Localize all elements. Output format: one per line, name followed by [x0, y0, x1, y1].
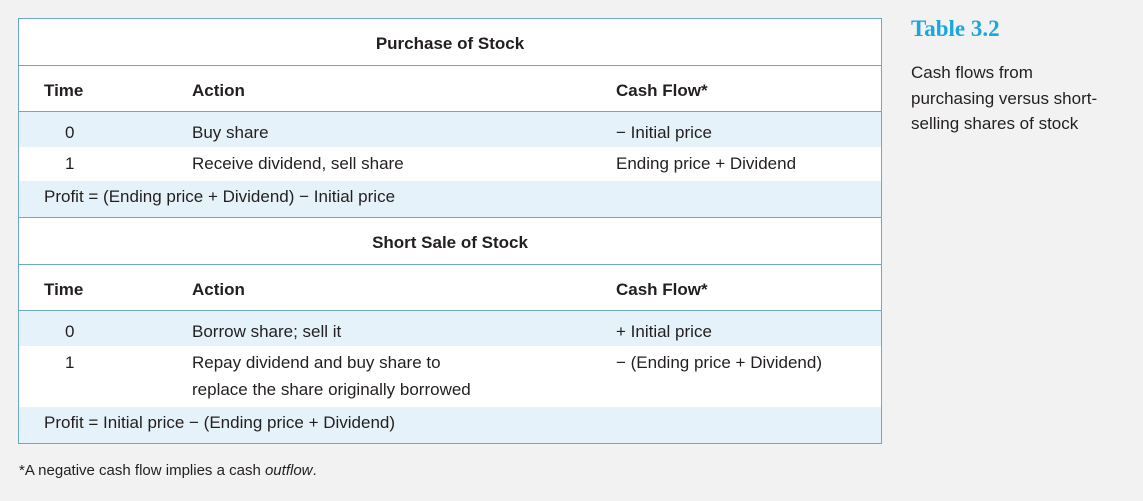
table-label: Table 3.2 [911, 16, 1000, 41]
row-action-line1: Repay dividend and buy share to [192, 353, 441, 372]
header-action: Action [192, 81, 245, 100]
purchase-profit-row: Profit = (Ending price + Dividend) − Ini… [19, 181, 881, 217]
row-action: Buy share [192, 123, 269, 142]
row-time: 1 [65, 154, 75, 173]
row-action-line2: replace the share originally borrowed [192, 380, 471, 399]
header-cash-flow: Cash Flow* [616, 280, 708, 299]
footnote-emphasis: outflow [264, 462, 313, 479]
row-time: 1 [65, 353, 75, 372]
footnote-suffix: . [312, 462, 317, 479]
purchase-header-row: Time Action Cash Flow* [19, 66, 881, 112]
cash-flow-table: Purchase of Stock Time Action Cash Flow*… [18, 18, 882, 444]
table-row: 1 Repay dividend and buy share to replac… [19, 346, 881, 407]
purchase-section-title: Purchase of Stock [19, 19, 881, 66]
footnote: *A negative cash flow implies a cash out… [19, 462, 317, 479]
short-sale-header-row: Time Action Cash Flow* [19, 265, 881, 311]
short-sale-profit-row: Profit = Initial price − (Ending price +… [19, 407, 881, 443]
row-action: Borrow share; sell it [192, 322, 342, 341]
header-time: Time [44, 81, 84, 100]
row-cash-flow: − Initial price [616, 123, 712, 142]
header-action: Action [192, 280, 245, 299]
footnote-prefix: *A negative cash flow implies a cash [19, 462, 265, 479]
short-sale-profit-text: Profit = Initial price − (Ending price +… [44, 413, 396, 432]
row-time: 0 [65, 322, 75, 341]
short-sale-section-title: Short Sale of Stock [19, 218, 881, 265]
purchase-profit-text: Profit = (Ending price + Dividend) − Ini… [44, 187, 396, 206]
row-action: Receive dividend, sell share [192, 154, 404, 173]
header-time: Time [44, 280, 84, 299]
row-cash-flow: + Initial price [616, 322, 712, 341]
header-cash-flow: Cash Flow* [616, 81, 708, 100]
table-caption: Cash flows from purchasing versus short-… [911, 63, 1098, 133]
table-row: 0 Buy share − Initial price [19, 112, 881, 147]
table-row: 1 Receive dividend, sell share Ending pr… [19, 147, 881, 181]
row-time: 0 [65, 123, 75, 142]
row-cash-flow: Ending price + Dividend [616, 154, 797, 173]
row-cash-flow: − (Ending price + Dividend) [616, 353, 823, 372]
table-row: 0 Borrow share; sell it + Initial price [19, 311, 881, 346]
